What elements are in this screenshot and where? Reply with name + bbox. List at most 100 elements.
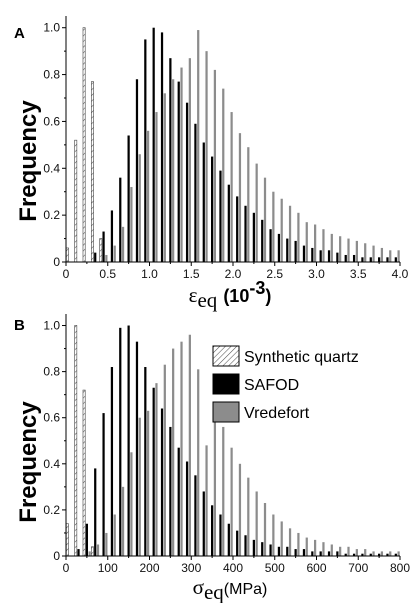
bar-vredefort [172, 348, 175, 556]
bar-safod [219, 514, 222, 556]
y-tick-label: 0.8 [43, 365, 60, 379]
bar-synthetic-quartz [74, 325, 78, 557]
y-tick-label: 0 [53, 549, 60, 563]
bar-safod [252, 539, 255, 556]
y-tick-label: 0.6 [43, 114, 60, 128]
panel-a-label: A [14, 25, 25, 42]
bar-vredefort [372, 551, 375, 556]
bar-vredefort [255, 491, 258, 556]
bar-vredefort [263, 177, 267, 262]
bar-vredefort [147, 410, 150, 556]
bar-safod [378, 257, 381, 262]
bar-safod [194, 123, 197, 263]
bar-safod [386, 553, 389, 556]
bar-synthetic-quartz [74, 139, 78, 263]
bar-vredefort [280, 521, 283, 556]
bar-safod [152, 27, 155, 263]
x-tick-label: 0.5 [99, 267, 116, 281]
bar-vredefort [105, 254, 108, 262]
y-tick-label: 0.6 [43, 411, 60, 425]
bar-synthetic-quartz [82, 389, 86, 557]
x-tick-label: 1.5 [183, 267, 200, 281]
panel-b-xlabel: σeq(MPa) [193, 575, 268, 603]
y-tick-label: 0.2 [43, 208, 60, 222]
bar-vredefort [238, 133, 242, 262]
bar-vredefort [339, 236, 342, 262]
bar-safod [110, 367, 114, 556]
bar-safod [361, 257, 364, 262]
bar-vredefort [389, 551, 392, 556]
x-tick-label: 3.5 [350, 267, 367, 281]
bar-safod [177, 447, 180, 556]
bar-vredefort [138, 417, 141, 556]
bar-vredefort [288, 205, 292, 262]
x-tick-label: 0 [63, 561, 70, 575]
x-tick-label: 0 [63, 267, 70, 281]
panel-a-ylabel: Frequency [15, 100, 42, 222]
panel-a-xticks: 0 0.5 1.0 1.5 2.0 2.5 3.0 3.5 4.0 [63, 262, 409, 281]
bar-vredefort [305, 222, 308, 262]
bar-vredefort [380, 551, 384, 556]
bar-vredefort [397, 551, 400, 556]
bar-safod [302, 549, 306, 556]
bar-safod [252, 212, 255, 262]
x-tick-label: 200 [139, 561, 159, 575]
panel-a: A Frequency 0 0.5 1.0 1.5 2.0 2.5 3.0 3.5 4.0 00… [14, 16, 409, 312]
bar-vredefort [155, 383, 158, 556]
bar-vredefort [180, 341, 183, 556]
bar-vredefort [121, 486, 125, 556]
y-tick-label: 0.4 [43, 457, 60, 471]
panel-b-label: B [14, 317, 25, 334]
bar-safod [119, 327, 122, 556]
legend-label-synthetic-quartz: Synthetic quartz [244, 349, 359, 366]
bar-safod [327, 250, 331, 262]
bar-vredefort [188, 334, 191, 556]
panel-a-yticks: 0 0.2 0.4 0.6 0.8 1.0 [43, 21, 66, 269]
bar-vredefort [305, 537, 308, 556]
bar-vredefort [213, 69, 217, 262]
bar-vredefort [380, 247, 384, 262]
panel-a-xlabel-units-close: ) [265, 286, 271, 306]
y-tick-label: 0.8 [43, 68, 60, 82]
panel-a-xlabel-units-open: (10 [223, 286, 249, 306]
x-tick-label: 1.0 [141, 267, 158, 281]
bar-safod [160, 32, 164, 263]
panel-b-xlabel-units: (MPa) [224, 581, 268, 598]
bar-vredefort [205, 51, 208, 262]
bar-vredefort [105, 532, 108, 556]
bar-safod [261, 542, 264, 556]
bar-safod [369, 257, 372, 262]
bar-synthetic-quartz [82, 27, 86, 263]
bar-safod [269, 229, 272, 262]
bar-vredefort [255, 163, 258, 262]
bar-vredefort [130, 452, 133, 556]
bar-safod [185, 461, 189, 556]
bar-safod [277, 546, 281, 556]
bar-vredefort [330, 233, 333, 262]
panel-b-ylabel: Frequency [15, 401, 42, 523]
bar-vredefort [247, 147, 250, 262]
bar-safod [127, 325, 130, 556]
bar-safod [294, 549, 297, 556]
bar-safod [177, 81, 180, 262]
legend-label-safod: SAFOD [244, 377, 299, 394]
y-tick-label: 1.0 [43, 21, 60, 35]
bar-synthetic-quartz [65, 247, 69, 263]
bar-vredefort [163, 364, 166, 556]
bar-safod [336, 551, 339, 556]
bar-safod [344, 254, 347, 262]
bar-vredefort [297, 212, 300, 262]
bar-vredefort [188, 58, 191, 262]
bar-safod [144, 39, 147, 263]
legend-label-vredefort: Vredefort [244, 405, 310, 422]
bar-safod [311, 551, 314, 556]
bar-vredefort [314, 224, 317, 262]
bar-vredefort [397, 250, 400, 262]
bar-vredefort [130, 187, 133, 262]
bar-vredefort [96, 544, 100, 556]
panel-a-xlabel-sub: eq [197, 288, 217, 312]
bar-vredefort [313, 539, 317, 556]
bar-vredefort [113, 245, 116, 262]
bar-vredefort [347, 238, 350, 262]
